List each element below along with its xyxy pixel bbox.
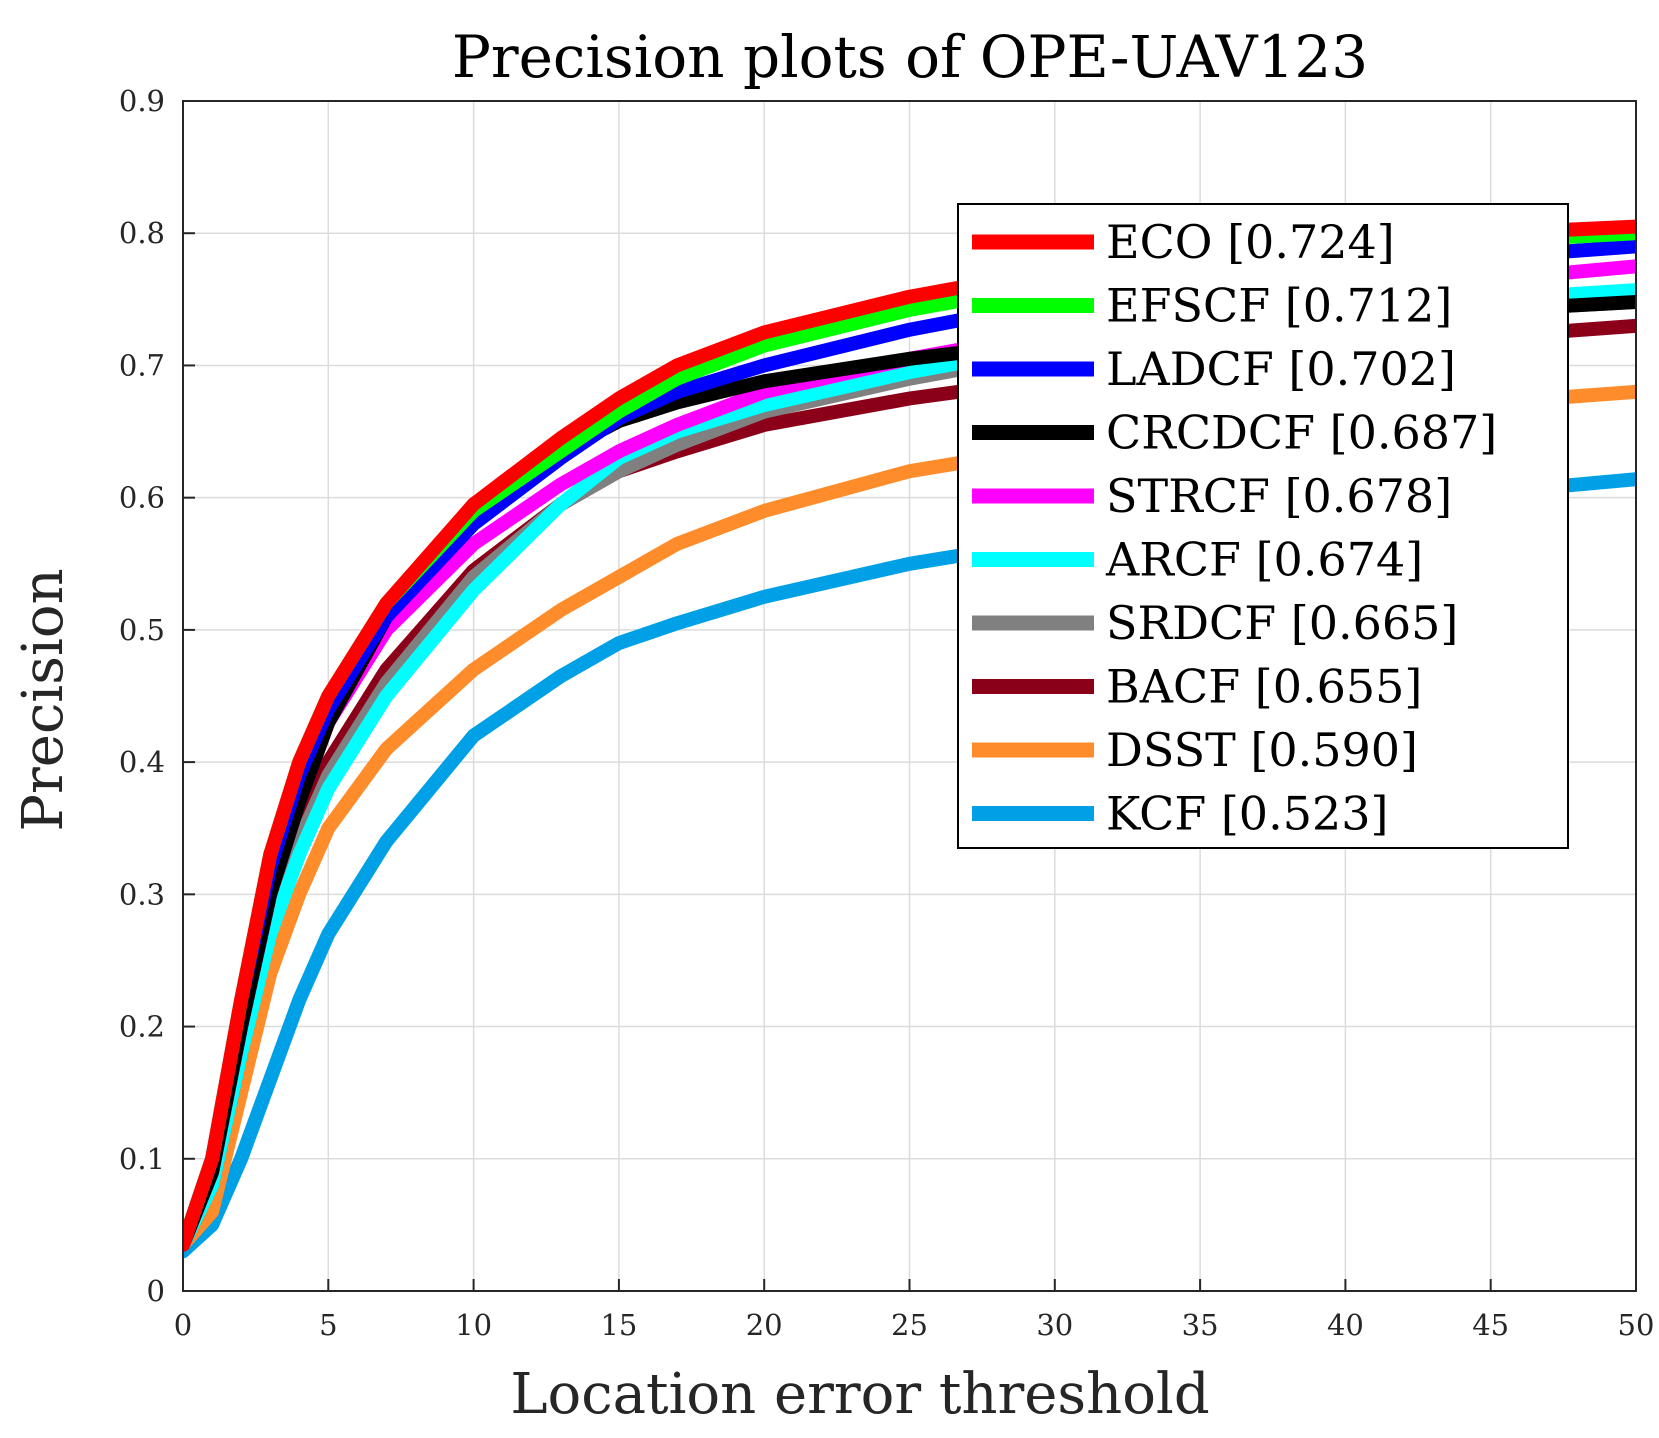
y-axis-label: Precision [11, 568, 76, 831]
y-tick-label: 0 [147, 1274, 165, 1308]
legend-label: BACF [0.655] [1106, 660, 1422, 714]
x-axis-label: Location error threshold [510, 1362, 1209, 1427]
legend: ECO [0.724] EFSCF [0.712] LADCF [0.702] CRC… [957, 203, 1569, 849]
legend-label: EFSCF [0.712] [1106, 279, 1452, 333]
x-tick-label: 40 [1327, 1308, 1364, 1342]
legend-label: KCF [0.523] [1106, 787, 1388, 841]
y-tick-label: 0.2 [119, 1010, 165, 1044]
y-tick-label: 0.9 [119, 84, 165, 118]
x-tick-label: 45 [1472, 1308, 1509, 1342]
y-tick-label: 0.7 [119, 348, 165, 382]
x-tick-label: 15 [600, 1308, 637, 1342]
x-tick-label: 20 [746, 1308, 783, 1342]
y-tick-label: 0.3 [119, 877, 165, 911]
chart-title: Precision plots of OPE-UAV123 [452, 23, 1368, 91]
legend-label: CRCDCF [0.687] [1106, 406, 1497, 460]
tick-labels: 0 5 10 15 20 25 30 35 40 45 50 0 0.1 0.2 0.3 0.4 0.5 0.6 0… [119, 84, 1655, 1342]
x-tick-label: 10 [455, 1308, 492, 1342]
legend-label: ECO [0.724] [1106, 215, 1395, 269]
y-tick-label: 0.1 [119, 1142, 165, 1176]
legend-label: ARCF [0.674] [1105, 533, 1423, 587]
legend-label: SRDCF [0.665] [1106, 596, 1458, 650]
legend-label: LADCF [0.702] [1106, 342, 1456, 396]
x-tick-label: 30 [1036, 1308, 1073, 1342]
y-tick-label: 0.4 [119, 745, 165, 779]
y-tick-label: 0.6 [119, 481, 165, 515]
legend-label: STRCF [0.678] [1106, 469, 1452, 523]
x-tick-label: 5 [319, 1308, 337, 1342]
x-tick-label: 25 [891, 1308, 928, 1342]
legend-label: DSST [0.590] [1106, 723, 1418, 777]
x-tick-label: 35 [1182, 1308, 1219, 1342]
y-tick-label: 0.8 [119, 216, 165, 250]
x-tick-label: 50 [1618, 1308, 1655, 1342]
y-tick-label: 0.5 [119, 613, 165, 647]
x-tick-label: 0 [174, 1308, 192, 1342]
